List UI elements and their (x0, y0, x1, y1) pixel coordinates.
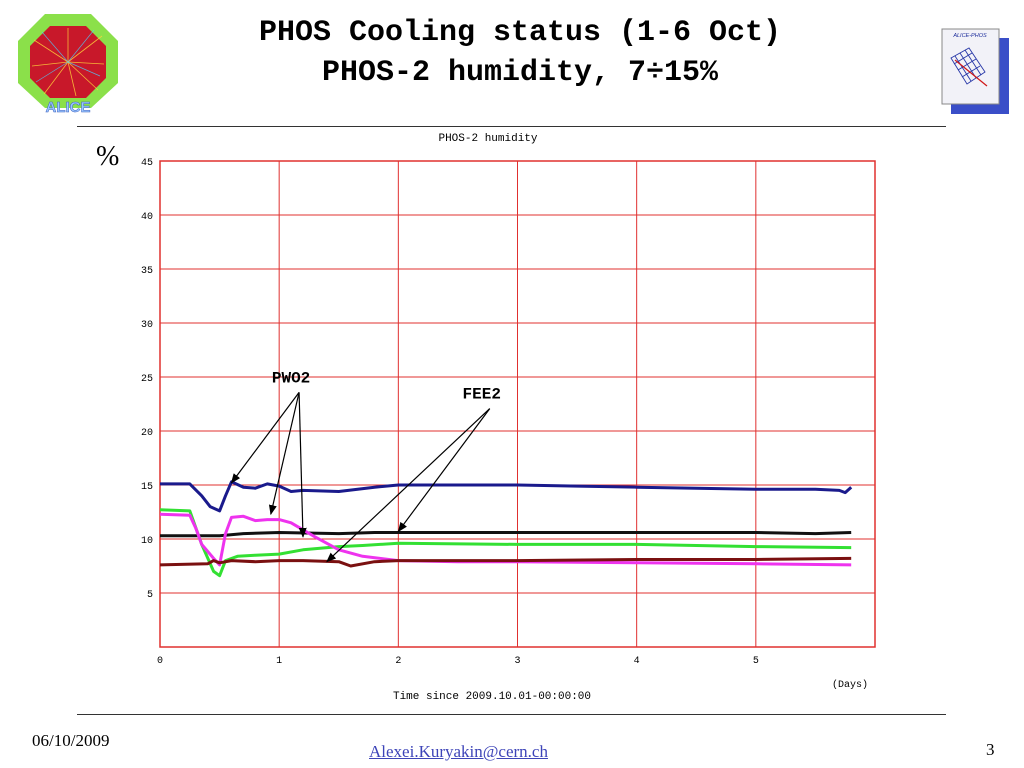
y-tick-label-5: 30 (141, 320, 153, 331)
y-axis-ticks: 5 10 15 20 25 30 35 40 45 (141, 158, 153, 601)
x-tick-label-2: 2 (395, 656, 401, 667)
y-unit-label: % (96, 141, 120, 172)
annotation-arrow-pwo2-1 (268, 392, 300, 516)
alice-phos-logo-text: ALICE-PHOS (952, 33, 987, 39)
footer-divider (77, 714, 946, 715)
series-line-blue (160, 480, 853, 513)
author-email-link[interactable]: Alexei.Kuryakin@cern.ch (369, 742, 548, 761)
annotation-arrow-pwo2-0 (230, 392, 300, 484)
annotation-label-pwo2: PWO2 (272, 369, 310, 387)
annotation-label-fee2: FEE2 (463, 386, 501, 404)
annotation-arrow-fee2-1 (326, 408, 491, 563)
slide-title-line2: PHOS-2 humidity, 7÷15% (321, 56, 719, 90)
x-axis-label: Time since 2009.10.01-00:00:00 (393, 691, 591, 703)
y-tick-label-2: 15 (141, 482, 153, 493)
annotation-arrow-pwo2-2 (298, 392, 307, 538)
series-lines (159, 480, 853, 578)
annotations: PWO2 FEE2 (230, 369, 501, 563)
y-tick-label-0: 5 (147, 590, 153, 601)
series-line-darkred (159, 556, 852, 568)
alice-phos-logo: ALICE-PHOS (941, 28, 1009, 114)
y-tick-label-7: 40 (141, 212, 153, 223)
slide-date: 06/10/2009 (32, 731, 110, 750)
alice-logo-text: ALICE (46, 99, 91, 116)
annotation-arrow-fee2-0 (397, 408, 491, 533)
y-tick-label-6: 35 (141, 266, 153, 277)
header-divider (77, 126, 946, 127)
x-tick-label-3: 3 (514, 656, 520, 667)
series-line-black (160, 531, 852, 538)
series-line-green (159, 508, 852, 578)
chart-title: PHOS-2 humidity (438, 133, 537, 145)
slide-title-line1: PHOS Cooling status (1-6 Oct) (258, 16, 782, 50)
x-tick-label-5: 5 (753, 656, 759, 667)
x-tick-label-0: 0 (157, 656, 163, 667)
x-axis-ticks: 0 1 2 3 4 5 (157, 656, 759, 667)
y-tick-label-1: 10 (141, 536, 153, 547)
y-tick-label-3: 20 (141, 428, 153, 439)
alice-logo: ALICE (14, 10, 122, 116)
plot-frame (159, 160, 876, 648)
y-tick-label-8: 45 (141, 158, 153, 169)
y-tick-label-4: 25 (141, 374, 153, 385)
page-number: 3 (986, 740, 995, 759)
x-axis-unit: (Days) (832, 679, 868, 691)
x-tick-label-4: 4 (634, 656, 640, 667)
grid-lines (160, 161, 875, 647)
x-tick-label-1: 1 (276, 656, 282, 667)
